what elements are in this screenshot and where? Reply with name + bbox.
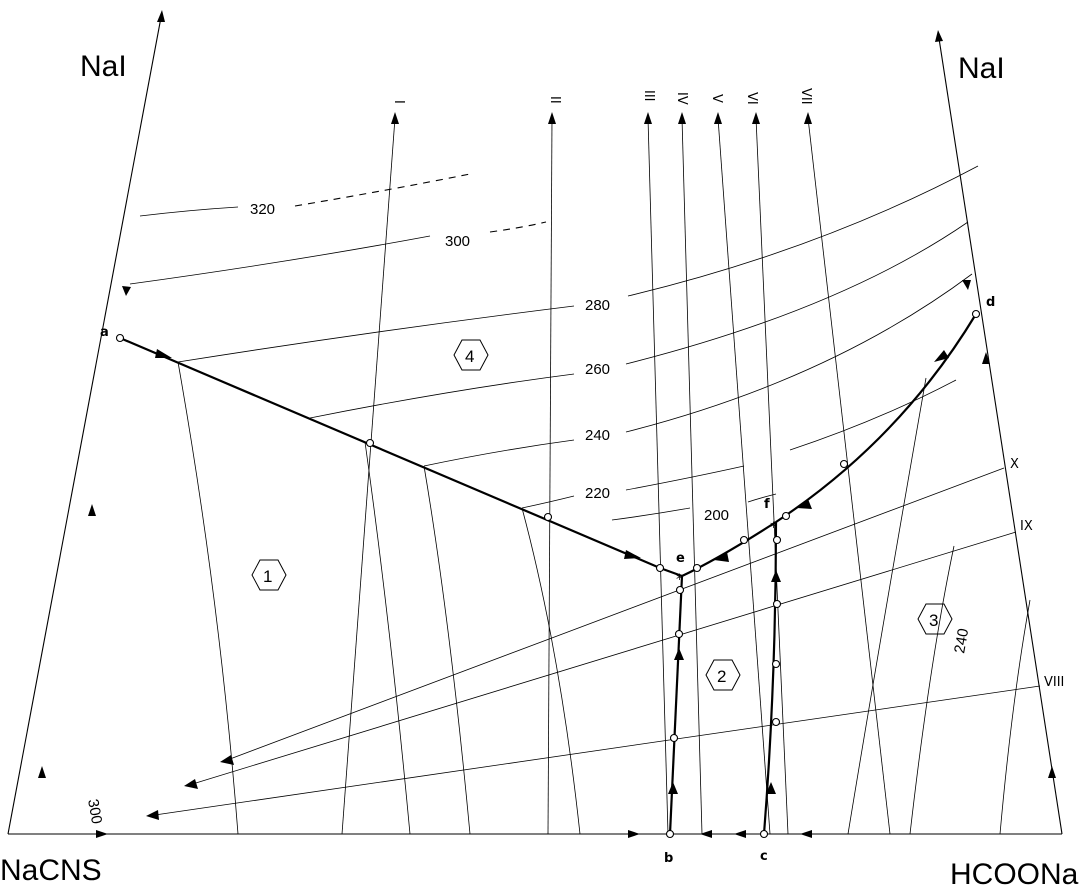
field-label-3: 3 — [917, 603, 953, 635]
curve-c-f — [762, 521, 778, 835]
section-label-VI: VI — [744, 92, 759, 105]
section-label-IX: IX — [1020, 519, 1033, 534]
point-label-d: d — [986, 295, 995, 310]
isotherm-label-220: 220 — [585, 485, 610, 502]
star-f: * — [770, 520, 777, 536]
point-label-e: e — [676, 551, 685, 566]
isotherm-label-300: 300 — [445, 233, 470, 250]
field-label-4: 4 — [453, 339, 489, 371]
section-label-I: I — [391, 100, 406, 104]
section-line-V — [717, 117, 771, 835]
svg-text:3: 3 — [929, 611, 938, 630]
isotherm-label-280: 280 — [585, 297, 610, 314]
point-label-c: c — [760, 849, 768, 864]
diagonal-sections — [146, 467, 1041, 820]
isotherms — [129, 165, 979, 521]
star-e: * — [676, 572, 683, 588]
section-line-VIII — [147, 685, 1041, 817]
section-line-VI — [755, 117, 789, 835]
field-label-1: 1 — [251, 559, 287, 591]
corner-label-top-left: NaI — [80, 50, 127, 83]
tie-lines — [177, 361, 1031, 835]
point-label-a: a — [100, 325, 109, 340]
curve-arrowheads — [38, 280, 1056, 838]
curve-points — [115, 309, 981, 839]
section-line-IV — [681, 117, 703, 835]
section-label-IV: IV — [674, 92, 689, 105]
corner-label-top-right: NaI — [958, 52, 1005, 85]
section-line-I — [341, 117, 396, 835]
isotherm-label-260: 260 — [585, 361, 610, 378]
isotherm-label-240-right: 240 — [951, 627, 972, 655]
point-label-b: b — [664, 851, 673, 866]
isotherm-label-320: 320 — [250, 201, 275, 218]
svg-text:2: 2 — [717, 667, 726, 686]
section-label-VIII: VIII — [1044, 675, 1064, 690]
corner-label-bottom-left: NaCNS — [0, 854, 102, 887]
section-line-II — [547, 117, 553, 835]
section-line-III — [647, 117, 669, 835]
section-label-V: V — [709, 94, 724, 103]
eutonic-points: * * — [676, 520, 777, 588]
vertical-sections — [341, 117, 891, 835]
section-label-X: X — [1010, 457, 1019, 472]
section-label-III: III — [641, 90, 656, 102]
section-line-X — [221, 467, 1005, 763]
isotherm-labels: 320 300 280 260 240 220 200 240 300 — [84, 201, 972, 825]
crystallisation-curves — [119, 313, 977, 835]
curve-b-e — [668, 575, 684, 835]
isotherm-label-300-left: 300 — [84, 798, 105, 826]
diagram-frame — [7, 11, 1063, 835]
point-label-f: f — [764, 497, 770, 512]
svg-text:1: 1 — [263, 567, 272, 586]
isotherm-label-200: 200 — [704, 507, 729, 524]
section-line-VII — [807, 117, 891, 835]
svg-text:4: 4 — [465, 347, 474, 366]
section-label-VII: VII — [798, 88, 813, 105]
section-line-IX — [185, 531, 1017, 787]
vertical-section-labels: I II III IV V VI VII — [391, 88, 813, 105]
field-label-2: 2 — [705, 659, 741, 691]
section-label-II: II — [547, 96, 562, 104]
curve-e-f — [681, 521, 777, 577]
section-arrowheads — [157, 10, 943, 124]
corner-label-bottom-right: HCOONa — [950, 858, 1079, 891]
isotherm-label-240: 240 — [585, 427, 610, 444]
